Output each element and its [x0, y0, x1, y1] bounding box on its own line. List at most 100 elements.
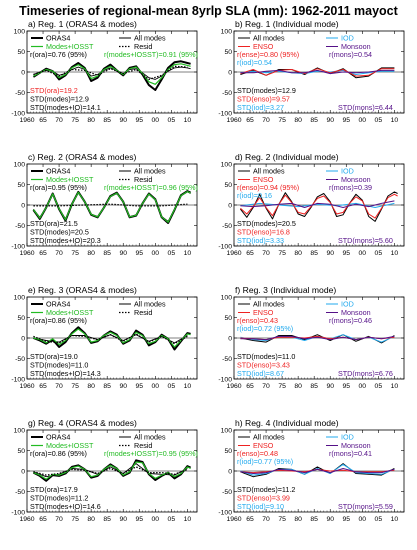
legend-label: All modes	[134, 34, 166, 43]
panel-f: f) Reg. 3 (Individual mode)-100-50050100…	[218, 285, 405, 390]
y-tick-label: -100	[218, 376, 232, 383]
panel-title: a) Reg. 1 (ORAS4 & modes)	[28, 19, 137, 29]
std-label: STD(ora)=17.9	[30, 485, 78, 494]
x-tick-label: 85	[103, 117, 111, 124]
y-tick-label: -100	[11, 243, 25, 250]
x-tick-label: 00	[359, 383, 367, 390]
y-tick-label: 100	[14, 28, 26, 35]
series-line-enso	[240, 68, 395, 77]
y-tick-label: 100	[221, 161, 233, 168]
correlation-label: r(ora)=0.86 (95%)	[30, 316, 87, 325]
correlation-label: r(iod)=0.72 (95%)	[237, 324, 293, 333]
std-label: STD(iod)=9.10	[237, 502, 284, 511]
correlation-label: r(ora)=0.76 (95%)	[30, 50, 87, 59]
x-tick-label: 1960	[226, 516, 241, 523]
x-tick-label: 00	[152, 383, 160, 390]
x-tick-label: 10	[184, 383, 192, 390]
correlation-label: r(iod)=0.54	[237, 58, 272, 67]
x-tick-label: 00	[359, 250, 367, 257]
y-tick-label: -50	[15, 489, 25, 496]
y-tick-label: 0	[228, 69, 232, 76]
std-label: STD(modes+IO)=14.3	[30, 369, 101, 378]
y-tick-label: 100	[14, 294, 26, 301]
x-tick-label: 80	[87, 516, 95, 523]
correlation-label: r(iod)=0.16	[237, 191, 272, 200]
x-tick-label: 90	[119, 250, 127, 257]
y-tick-label: -50	[222, 489, 232, 496]
correlation-label: r(iod)=0.77 (95%)	[237, 457, 293, 466]
y-tick-label: -50	[15, 90, 25, 97]
std-label: STD(ora)=19.0	[30, 352, 78, 361]
legend-label: Resid	[134, 175, 152, 184]
series-line-monsoon	[240, 468, 395, 474]
x-tick-label: 75	[71, 516, 79, 523]
x-tick-label: 75	[71, 383, 79, 390]
series-line-monsoon	[240, 69, 395, 75]
std-label: STD(mons)=6.44	[338, 103, 393, 112]
x-tick-label: 1960	[226, 383, 241, 390]
correlation-label: r(modes+IOSST)=0.95 (95%)	[104, 449, 198, 458]
x-tick-label: 80	[87, 383, 95, 390]
series-line-modes-iosst	[33, 328, 191, 348]
x-tick-label: 70	[262, 516, 270, 523]
x-tick-label: 75	[278, 516, 286, 523]
panel-b: b) Reg. 1 (Individual mode)-100-50050100…	[218, 19, 405, 124]
legend-label: IOD	[341, 300, 354, 309]
std-label: STD(modes)=20.5	[30, 228, 89, 237]
y-tick-label: 50	[224, 448, 232, 455]
y-tick-label: 0	[21, 468, 25, 475]
figure-title: Timeseries of regional-mean 8yrlp SLA (m…	[19, 4, 398, 18]
x-tick-label: 70	[55, 117, 63, 124]
legend-label: All modes	[253, 167, 285, 176]
x-tick-label: 85	[310, 383, 318, 390]
x-tick-label: 65	[39, 250, 47, 257]
std-label: STD(modes)=11.0	[30, 361, 88, 370]
x-tick-label: 00	[152, 250, 160, 257]
legend-label: ORAS4	[46, 167, 70, 176]
x-tick-label: 90	[119, 516, 127, 523]
std-label: STD(modes)=12.9	[30, 95, 89, 104]
y-tick-label: -100	[218, 110, 232, 117]
series-line-oras4	[32, 459, 192, 482]
std-label: STD(enso)=16.8	[237, 228, 290, 237]
x-tick-label: 80	[294, 383, 302, 390]
series-line-modes-iosst	[33, 461, 191, 480]
y-tick-label: -100	[11, 509, 25, 516]
x-tick-label: 90	[326, 516, 334, 523]
legend-label: Monsoon	[341, 441, 371, 450]
correlation-label: r(enso)=0.48	[237, 449, 278, 458]
x-tick-label: 75	[278, 383, 286, 390]
correlation-label: r(ora)=0.86 (95%)	[30, 449, 87, 458]
y-tick-label: -50	[222, 223, 232, 230]
series-line-all-modes	[240, 463, 395, 478]
std-label: STD(modes+IO)=14.6	[30, 502, 101, 511]
x-tick-label: 65	[246, 516, 254, 523]
series-line-all-modes	[33, 191, 191, 222]
x-tick-label: 1960	[19, 383, 34, 390]
panel-title: c) Reg. 2 (ORAS4 & modes)	[28, 152, 137, 162]
x-tick-label: 05	[375, 516, 383, 523]
std-label: STD(modes)=20.5	[237, 219, 296, 228]
x-tick-label: 70	[262, 250, 270, 257]
x-tick-label: 05	[168, 516, 176, 523]
std-label: STD(enso)=9.57	[237, 95, 290, 104]
y-tick-label: 0	[228, 468, 232, 475]
std-label: STD(mons)=6.76	[338, 369, 393, 378]
panel-d: d) Reg. 2 (Individual mode)-100-50050100…	[218, 152, 405, 257]
std-label: STD(iod)=3.33	[237, 236, 284, 245]
x-tick-label: 00	[152, 516, 160, 523]
legend-label: Modes+IOSST	[46, 42, 94, 51]
y-tick-label: 100	[221, 294, 233, 301]
x-tick-label: 80	[294, 117, 302, 124]
x-tick-label: 95	[135, 117, 143, 124]
panel-title: h) Reg. 4 (Individual mode)	[235, 418, 339, 428]
panel-a: a) Reg. 1 (ORAS4 & modes)-100-5005010019…	[11, 19, 197, 124]
correlation-label: r(mons)=0.46	[329, 316, 372, 325]
y-tick-label: 50	[17, 49, 25, 56]
y-tick-label: 50	[17, 448, 25, 455]
x-tick-label: 75	[71, 250, 79, 257]
x-tick-label: 05	[375, 383, 383, 390]
correlation-label: r(enso)=0.43	[237, 316, 278, 325]
x-tick-label: 85	[310, 516, 318, 523]
x-tick-label: 10	[184, 250, 192, 257]
